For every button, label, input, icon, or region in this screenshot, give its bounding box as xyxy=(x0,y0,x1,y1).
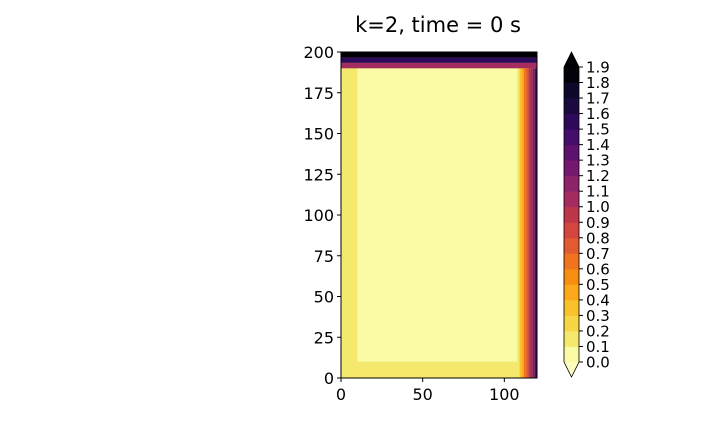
colorbar-segment xyxy=(564,160,579,177)
y-tick-label: 0 xyxy=(324,369,334,388)
colorbar-tick-label: 0.5 xyxy=(586,276,610,294)
chart-title: k=2, time = 0 s xyxy=(355,13,521,37)
colorbar-tick-label: 0.6 xyxy=(586,260,610,278)
colorbar-segment xyxy=(564,191,579,208)
colorbar-extend-min xyxy=(564,362,579,377)
colorbar-tick-label: 0.8 xyxy=(586,229,610,247)
colorbar-segment xyxy=(564,113,579,130)
y-axis: 0 25 50 75 100 125 150 175 200 xyxy=(303,43,341,388)
x-tick-label: 0 xyxy=(336,385,346,404)
colorbar-tick-label: 0.4 xyxy=(586,291,610,309)
colorbar-tick-label: 1.2 xyxy=(586,167,610,185)
contour-band-right xyxy=(517,68,520,379)
colorbar-tick-label: 1.3 xyxy=(586,152,610,170)
colorbar-tick-label: 1.0 xyxy=(586,198,610,216)
contour-band-right xyxy=(519,68,522,379)
y-tick-label: 50 xyxy=(314,288,334,307)
colorbar-segment xyxy=(564,82,579,99)
colorbar-segment xyxy=(564,129,579,146)
contour-band-interior xyxy=(357,68,518,362)
colorbar-segment xyxy=(564,346,579,363)
colorbar-segment xyxy=(564,299,579,316)
colorbar-tick-label: 0.0 xyxy=(586,354,610,372)
colorbar-segment xyxy=(564,67,579,83)
colorbar-tick-label: 0.3 xyxy=(586,307,610,325)
x-tick-label: 100 xyxy=(489,385,520,404)
y-tick-label: 75 xyxy=(314,247,334,266)
y-tick-label: 25 xyxy=(314,328,334,347)
colorbar-segment xyxy=(564,315,579,332)
x-tick-label: 50 xyxy=(412,385,432,404)
colorbar-extend-max xyxy=(564,52,579,67)
contour-band-right xyxy=(530,68,533,379)
colorbar-tick-label: 0.2 xyxy=(586,322,610,340)
colorbar: 0.00.10.20.30.40.50.60.70.80.91.01.11.21… xyxy=(563,51,610,378)
colorbar-segment xyxy=(564,268,579,285)
colorbar-segment xyxy=(564,222,579,239)
y-tick-label: 100 xyxy=(303,206,334,225)
contour-band-top xyxy=(341,52,537,58)
contour-band-top xyxy=(341,57,537,63)
contour-plot-area xyxy=(340,51,538,379)
contour-band-top xyxy=(341,62,537,69)
colorbar-segment xyxy=(564,175,579,192)
y-tick-label: 150 xyxy=(303,125,334,144)
colorbar-segment xyxy=(564,284,579,301)
colorbar-tick-label: 1.5 xyxy=(586,121,610,139)
y-tick-label: 175 xyxy=(303,84,334,103)
colorbar-tick-label: 0.1 xyxy=(586,338,610,356)
y-tick-label: 125 xyxy=(303,165,334,184)
colorbar-tick-label: 0.7 xyxy=(586,245,610,263)
colorbar-segment xyxy=(564,253,579,270)
contour-band-right xyxy=(534,68,537,379)
contour-field xyxy=(341,52,537,379)
colorbar-segment xyxy=(564,237,579,254)
colorbar-segment xyxy=(564,330,579,347)
contour-band-right xyxy=(523,68,527,379)
colorbar-tick-label: 0.9 xyxy=(586,214,610,232)
colorbar-segment xyxy=(564,144,579,161)
x-axis: 0 50 100 xyxy=(336,378,520,404)
colorbar-segment xyxy=(564,98,579,114)
colorbar-tick-label: 1.7 xyxy=(586,90,610,108)
colorbar-tick-label: 1.8 xyxy=(586,74,610,92)
colorbar-tick-label: 1.4 xyxy=(586,136,610,154)
contour-band-right xyxy=(526,68,529,379)
contour-band-right xyxy=(528,68,531,379)
colorbar-tick-label: 1.1 xyxy=(586,183,610,201)
colorbar-segment xyxy=(564,206,579,223)
colorbar-tick-label: 1.6 xyxy=(586,105,610,123)
contour-band-right xyxy=(521,68,524,379)
y-tick-label: 200 xyxy=(303,43,334,62)
colorbar-tick-label: 1.9 xyxy=(586,59,610,77)
contour-band-right xyxy=(532,68,535,379)
